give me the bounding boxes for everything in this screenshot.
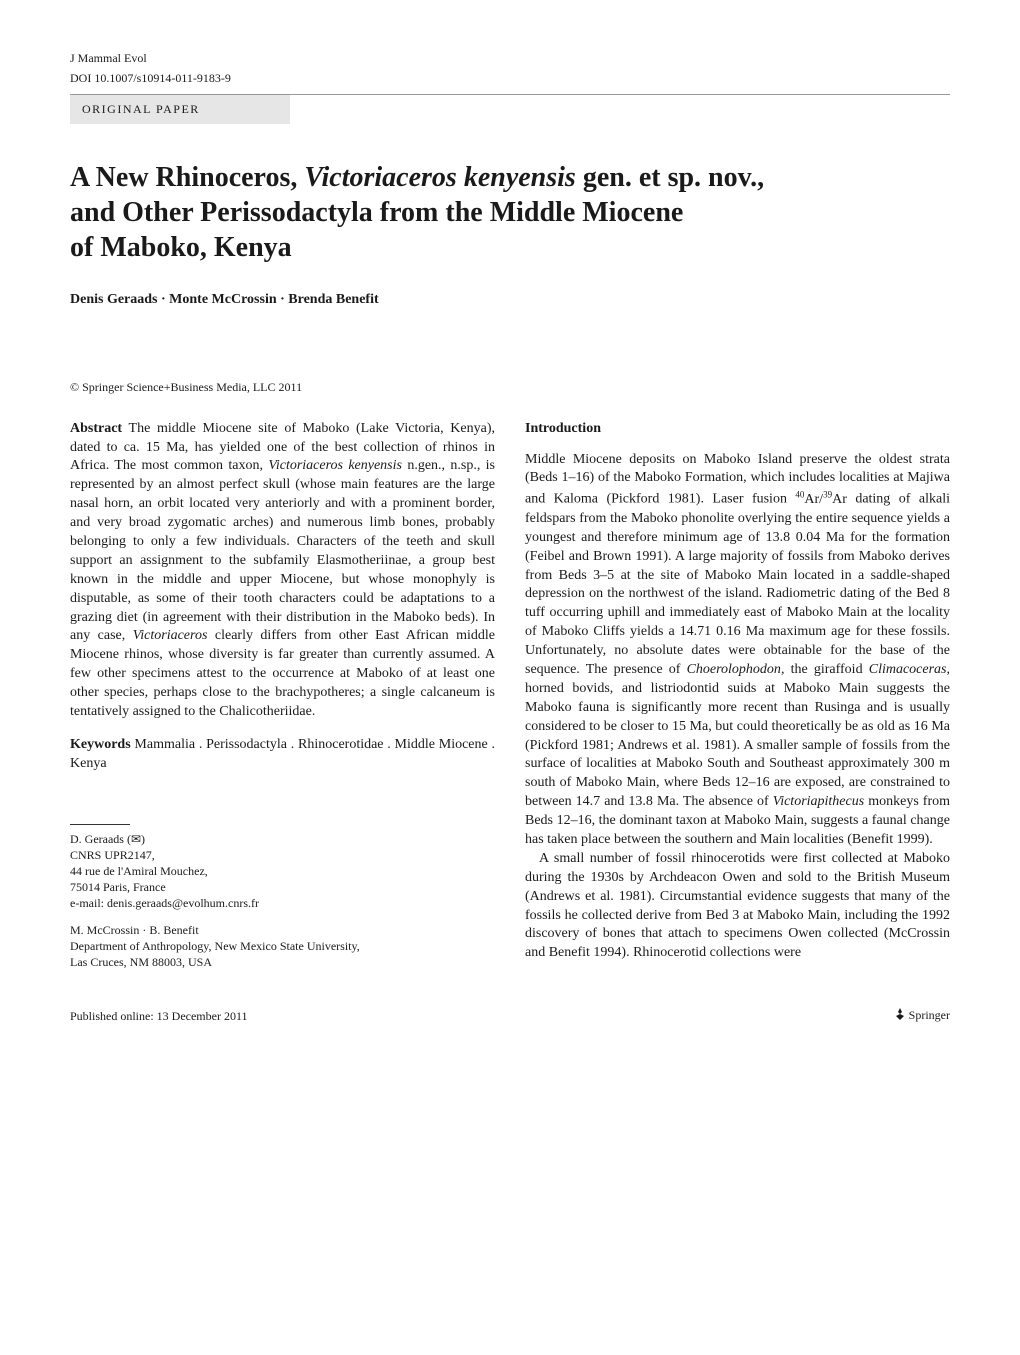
author-email: e-mail: denis.geraads@evolhum.cnrs.fr	[70, 895, 495, 911]
affil-2-dept: Department of Anthropology, New Mexico S…	[70, 938, 495, 954]
doi: DOI 10.1007/s10914-011-9183-9	[70, 70, 950, 86]
left-column: Abstract The middle Miocene site of Mabo…	[70, 420, 495, 978]
published-online: Published online: 13 December 2011	[70, 1008, 248, 1024]
title-species: Victoriaceros kenyensis	[304, 162, 575, 193]
intro-text-b: dating of alkali feldspars from the Mabo…	[525, 492, 950, 677]
abstract-text-2: n.gen., n.sp., is represented by an almo…	[70, 458, 495, 643]
journal-header: J Mammal Evol DOI 10.1007/s10914-011-918…	[70, 50, 950, 86]
keywords: Keywords Mammalia . Perissodactyla . Rhi…	[70, 736, 495, 774]
intro-text-c: , the giraffoid	[781, 662, 869, 677]
publisher-mark: Springer	[893, 1007, 950, 1025]
genus-choerolophodon: Choerolophodon	[687, 662, 781, 677]
abstract-label: Abstract	[70, 421, 122, 436]
right-column: Introduction Middle Miocene deposits on …	[525, 420, 950, 978]
springer-icon	[893, 1007, 907, 1025]
title-line3: of Maboko, Kenya	[70, 232, 292, 263]
isotope-notation: 40Ar/39Ar	[795, 492, 846, 507]
title-line2: and Other Perissodactyla from the Middle…	[70, 197, 683, 228]
publisher-name: Springer	[909, 1008, 950, 1022]
affil-1-line-3: 75014 Paris, France	[70, 879, 495, 895]
journal-name: J Mammal Evol	[70, 50, 950, 66]
intro-para-2: A small number of fossil rhinocerotids w…	[525, 850, 950, 963]
affil-1-line-1: CNRS UPR2147,	[70, 847, 495, 863]
affiliation-block-2: M. McCrossin · B. Benefit Department of …	[70, 922, 495, 971]
paper-title: A New Rhinoceros, Victoriaceros kenyensi…	[70, 160, 950, 265]
keywords-label: Keywords	[70, 737, 131, 752]
keywords-text: Mammalia . Perissodactyla . Rhinocerotid…	[70, 737, 495, 771]
affil-2-addr: Las Cruces, NM 88003, USA	[70, 954, 495, 970]
intro-heading: Introduction	[525, 420, 950, 439]
genus-climacoceras: Climacoceras	[869, 662, 947, 677]
affil-1-line-2: 44 rue de l'Amiral Mouchez,	[70, 863, 495, 879]
affiliation-separator	[70, 824, 130, 825]
copyright: © Springer Science+Business Media, LLC 2…	[70, 379, 950, 395]
abstract: Abstract The middle Miocene site of Mabo…	[70, 420, 495, 722]
author-list: Denis Geraads · Monte McCrossin · Brenda…	[70, 291, 950, 310]
abstract-species-2: Victoriaceros	[133, 628, 208, 643]
genus-victoriapithecus: Victoriapithecus	[773, 794, 865, 809]
two-column-layout: Abstract The middle Miocene site of Mabo…	[70, 420, 950, 978]
title-text-pre: A New Rhinoceros,	[70, 162, 304, 193]
title-text-post: gen. et sp. nov.,	[576, 162, 764, 193]
abstract-species-1: Victoriaceros kenyensis	[268, 458, 402, 473]
paper-type: ORIGINAL PAPER	[70, 95, 290, 123]
corresponding-author: D. Geraads (✉)	[70, 831, 495, 847]
footer: Published online: 13 December 2011 Sprin…	[70, 1007, 950, 1025]
intro-text-d: , horned bovids, and listriodontid suids…	[525, 662, 950, 809]
affil-2-names: M. McCrossin · B. Benefit	[70, 922, 495, 938]
affiliation-block-1: D. Geraads (✉) CNRS UPR2147, 44 rue de l…	[70, 831, 495, 912]
intro-para-1: Middle Miocene deposits on Maboko Island…	[525, 451, 950, 850]
